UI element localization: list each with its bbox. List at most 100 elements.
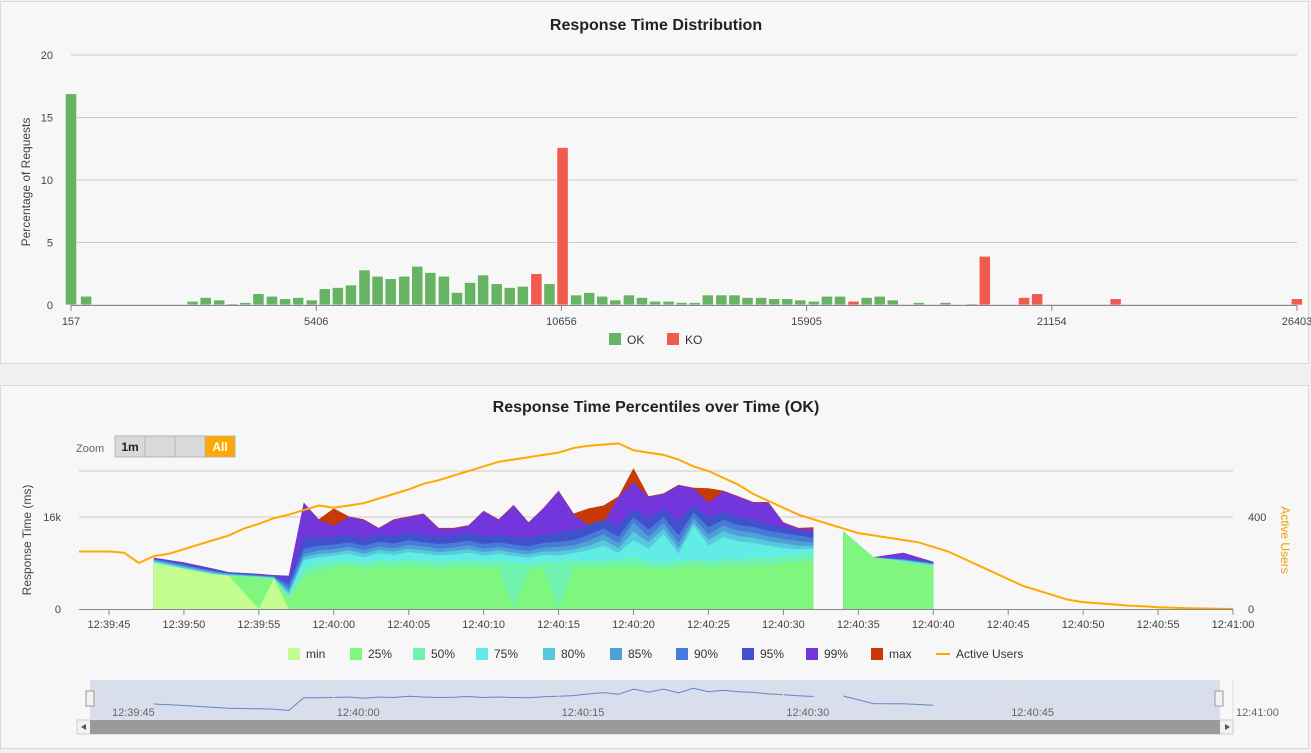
x-tick-label: 12:39:55 [237, 619, 280, 631]
y-tick-label: 5 [47, 238, 53, 250]
x-tick-label: 5406 [304, 316, 328, 328]
zoom-button-label[interactable]: All [212, 440, 227, 454]
navigator-handle[interactable] [85, 690, 95, 707]
percentiles-chart: Response Time Percentiles over Time (OK)… [20, 399, 1292, 735]
navigator-tick-label: 12:40:45 [1011, 707, 1054, 719]
x-tick-label: 10656 [546, 316, 577, 328]
bar-ok [266, 295, 278, 306]
bar-ok [636, 297, 648, 306]
bar-ok [371, 275, 384, 306]
percentiles-chart-title: Response Time Percentiles over Time (OK) [493, 399, 820, 416]
bar-ok [80, 295, 92, 306]
bar-ok [886, 299, 899, 306]
scroll-left-arrow-icon[interactable] [81, 724, 86, 730]
zoom-button-range2[interactable] [174, 435, 206, 458]
bar-ok [398, 275, 411, 306]
bar-ok [451, 292, 463, 306]
bar-ok [213, 299, 226, 306]
navigator-series-line [153, 687, 814, 712]
x-tick-label: 21154 [1037, 316, 1067, 328]
bar-ok [583, 292, 596, 306]
legend-swatch-90pct [676, 648, 688, 660]
y-tick-label: 10 [41, 175, 53, 187]
legend-label-max: max [889, 647, 912, 661]
y-tick-label: 15 [41, 113, 53, 125]
x-tick-label: 12:40:45 [987, 619, 1030, 631]
bar-ok [438, 275, 450, 306]
navigator-tick-label: 12:40:15 [562, 707, 605, 719]
bar-ok [622, 294, 635, 306]
bar-ok [464, 282, 476, 306]
bar-ok [675, 302, 688, 306]
area-min [153, 563, 814, 609]
legend-swatch-80pct [543, 648, 555, 660]
scroll-right-arrow-icon[interactable] [1225, 724, 1230, 730]
x-tick-label: 12:40:00 [312, 619, 355, 631]
x-tick-label: 12:40:55 [1137, 619, 1180, 631]
y-tick-label: 20 [41, 50, 53, 62]
bar-ok [688, 302, 701, 306]
x-tick-label: 12:40:35 [837, 619, 880, 631]
bar-ok [715, 294, 728, 306]
legend-label-25pct: 25% [368, 647, 392, 661]
x-tick-label: 12:40:40 [912, 619, 955, 631]
zoom-button-label[interactable]: 1m [121, 440, 138, 454]
x-tick-label: 12:40:15 [537, 619, 580, 631]
bar-ok [65, 93, 77, 306]
y2-tick-label: 400 [1248, 512, 1266, 524]
navigator-scrollbar-thumb[interactable] [90, 720, 1220, 734]
legend-swatch-min [288, 648, 300, 660]
legend-swatch-95pct [742, 648, 754, 660]
bar-ok [662, 300, 675, 306]
legend-swatch-85pct [610, 648, 622, 660]
bar-ok [424, 272, 437, 306]
bar-ok [516, 285, 529, 306]
bar-ko [847, 300, 860, 306]
bar-ok [318, 288, 331, 306]
bar-ok [609, 299, 622, 306]
bar-ko [1109, 298, 1122, 306]
bar-ok [331, 287, 344, 306]
legend-swatch-75pct [476, 648, 488, 660]
bar-ok [649, 300, 661, 306]
x-tick-label: 157 [62, 316, 80, 328]
bar-ko [1031, 293, 1044, 306]
legend-label-active-users: Active Users [956, 647, 1023, 661]
active-users-axis-title: Active Users [1278, 506, 1292, 573]
bar-ok [728, 294, 741, 306]
bar-ok [701, 294, 714, 306]
x-tick-label: 15905 [791, 316, 822, 328]
legend-swatch-max [871, 648, 883, 660]
bar-ok [543, 283, 556, 306]
bar-ok [794, 299, 807, 306]
navigator-handle[interactable] [1214, 690, 1224, 707]
bar-ok [279, 298, 291, 306]
distribution-chart-title: Response Time Distribution [550, 17, 762, 34]
bar-ok [596, 295, 609, 306]
bar-ok [503, 287, 516, 306]
y-tick-label: 0 [47, 300, 53, 312]
zoom-button-range1[interactable] [144, 435, 176, 458]
response-time-distribution-panel: Response Time Distribution Percentage of… [0, 1, 1311, 364]
active-users-line [79, 442, 1234, 610]
navigator-tick-label: 12:41:00 [1236, 707, 1279, 719]
legend-label-80pct: 80% [561, 647, 585, 661]
navigator-tick-label: 12:39:45 [112, 707, 155, 719]
navigator-tick-label: 12:40:30 [786, 707, 829, 719]
bar-ok [913, 302, 925, 306]
distribution-y-axis-title: Percentage of Requests [19, 118, 33, 247]
bar-ok [384, 278, 397, 306]
legend-label-75pct: 75% [494, 647, 518, 661]
distribution-chart: Response Time Distribution Percentage of… [19, 17, 1311, 347]
legend-swatch-ok [609, 333, 621, 345]
bar-ok [490, 283, 503, 306]
legend-label-ko: KO [685, 333, 702, 347]
bar-ok [226, 303, 239, 306]
navigator-background [90, 680, 1220, 719]
x-tick-label: 12:40:05 [387, 619, 430, 631]
bar-ko [530, 273, 543, 306]
zoom-button-All[interactable] [204, 435, 236, 458]
bar-ok [477, 274, 490, 306]
bar-ok [873, 295, 886, 306]
legend-label-99pct: 99% [824, 647, 848, 661]
